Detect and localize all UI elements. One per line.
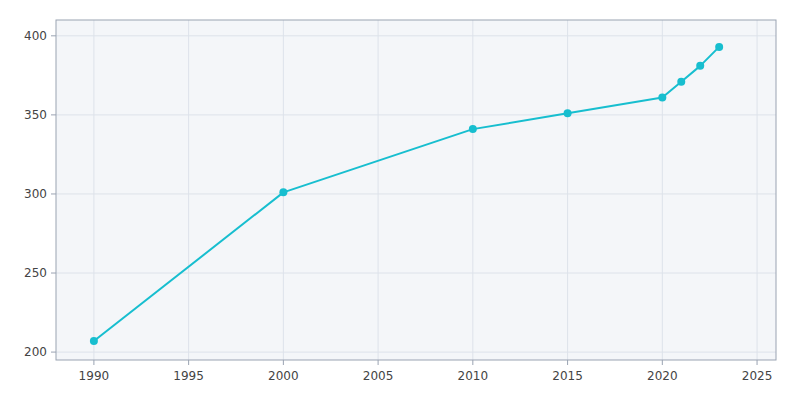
plot-frame bbox=[56, 20, 776, 360]
y-tick-label: 350 bbox=[24, 108, 47, 122]
grid-line-x bbox=[567, 20, 568, 360]
grid-line-x bbox=[757, 20, 758, 360]
y-tick-label: 200 bbox=[24, 345, 47, 359]
x-tick-label: 2020 bbox=[647, 369, 678, 383]
point bbox=[658, 93, 666, 101]
x-tick bbox=[188, 360, 189, 365]
x-tick-label: 2010 bbox=[458, 369, 489, 383]
y-tick-label: 400 bbox=[24, 29, 47, 43]
x-tick bbox=[378, 360, 379, 365]
y-tick bbox=[51, 114, 56, 115]
x-tick-label: 2015 bbox=[552, 369, 583, 383]
point bbox=[279, 188, 287, 196]
grid bbox=[56, 20, 776, 360]
x-tick bbox=[93, 360, 94, 365]
x-tick-label: 1995 bbox=[173, 369, 204, 383]
x-tick-label: 2000 bbox=[268, 369, 299, 383]
point bbox=[564, 109, 572, 117]
x-tick bbox=[472, 360, 473, 365]
x-tick bbox=[283, 360, 284, 365]
tick-labels: 1990 1995 2000 2005 2010 2015 2020 2025 200 250 30… bbox=[24, 29, 772, 383]
plot-background bbox=[56, 20, 776, 360]
chart-svg: 1990 1995 2000 2005 2010 2015 2020 2025 200 250 30… bbox=[0, 0, 800, 400]
y-tick-label: 300 bbox=[24, 187, 47, 201]
x-tick-label: 2025 bbox=[742, 369, 773, 383]
grid-line-y bbox=[56, 35, 776, 36]
grid-line-x bbox=[378, 20, 379, 360]
x-tick bbox=[662, 360, 663, 365]
point bbox=[469, 125, 477, 133]
y-tick-label: 250 bbox=[24, 266, 47, 280]
chart-container: 1990 1995 2000 2005 2010 2015 2020 2025 200 250 30… bbox=[0, 0, 800, 400]
grid-line-x bbox=[188, 20, 189, 360]
y-tick bbox=[51, 193, 56, 194]
y-tick bbox=[51, 352, 56, 353]
y-tick bbox=[51, 35, 56, 36]
x-tick bbox=[567, 360, 568, 365]
y-tick bbox=[51, 273, 56, 274]
data-group bbox=[90, 43, 723, 345]
grid-line-y bbox=[56, 114, 776, 115]
x-tick-label: 1990 bbox=[79, 369, 110, 383]
grid-line-y bbox=[56, 193, 776, 194]
grid-line-y bbox=[56, 352, 776, 353]
point bbox=[677, 78, 685, 86]
x-tick-label: 2005 bbox=[363, 369, 394, 383]
grid-line-x bbox=[93, 20, 94, 360]
point bbox=[715, 43, 723, 51]
point bbox=[90, 337, 98, 345]
grid-line-x bbox=[662, 20, 663, 360]
grid-line-y bbox=[56, 273, 776, 274]
line bbox=[94, 47, 719, 341]
grid-line-x bbox=[472, 20, 473, 360]
point bbox=[696, 62, 704, 70]
x-tick bbox=[757, 360, 758, 365]
